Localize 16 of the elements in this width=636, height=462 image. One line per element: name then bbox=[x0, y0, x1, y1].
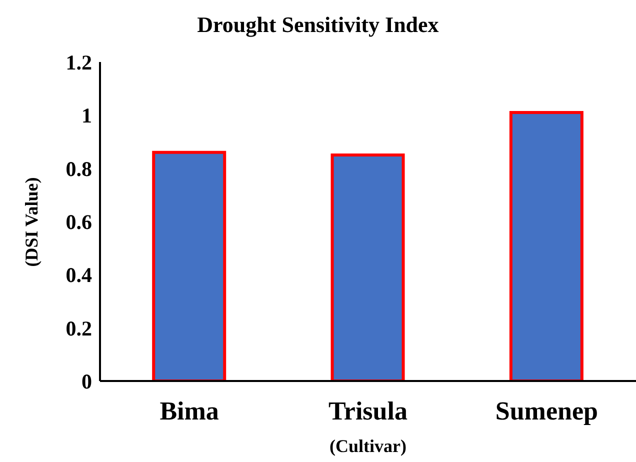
x-tick-label: Trisula bbox=[328, 396, 408, 426]
bar bbox=[152, 150, 226, 381]
x-tick-label: Sumenep bbox=[495, 396, 598, 426]
y-tick-label: 0 bbox=[82, 369, 92, 394]
y-axis-title: (DSI Value) bbox=[22, 176, 42, 269]
bar bbox=[330, 154, 405, 381]
chart-title: Drought Sensitivity Index bbox=[196, 12, 440, 38]
y-tick-label: 0.2 bbox=[66, 316, 92, 340]
y-tick-label: 0.6 bbox=[66, 210, 92, 234]
y-tick-label: 1.2 bbox=[66, 50, 92, 74]
x-axis-title: (Cultivar) bbox=[328, 436, 408, 457]
y-tick-label: 0.8 bbox=[66, 156, 92, 181]
bar bbox=[509, 111, 584, 381]
y-tick-label: 0.4 bbox=[66, 263, 92, 288]
x-tick-label: Bima bbox=[160, 396, 219, 426]
y-tick-label: 1 bbox=[82, 104, 92, 128]
